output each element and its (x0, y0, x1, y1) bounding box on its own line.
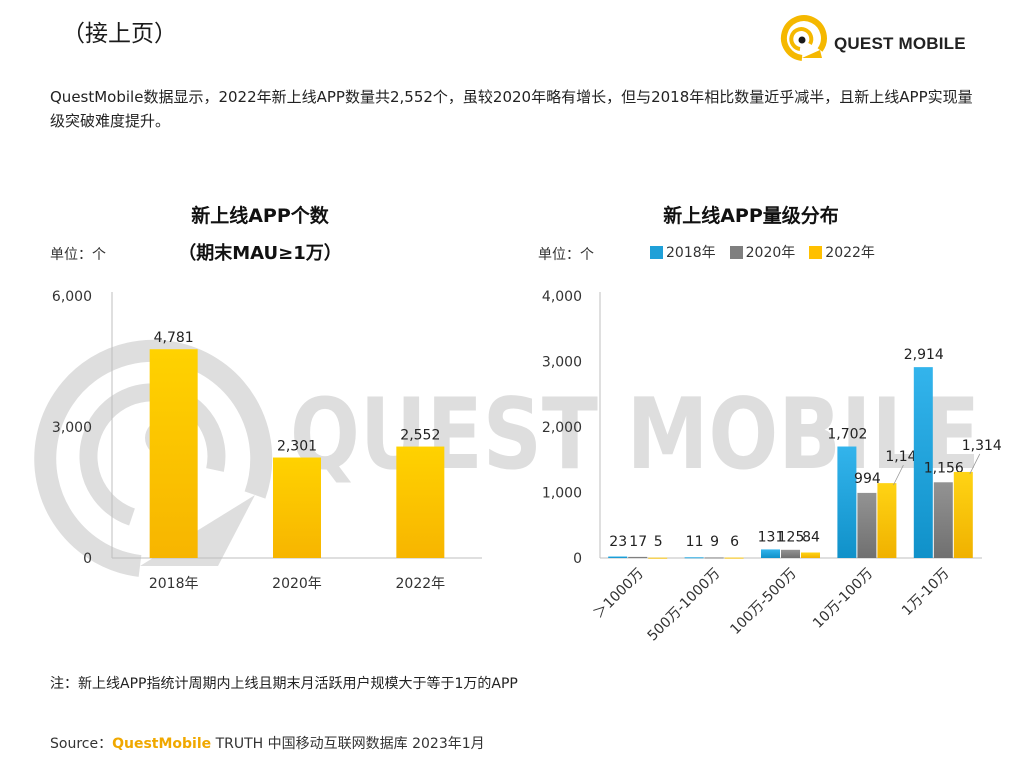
page-title: （接上页） (62, 21, 177, 47)
chart2-data-label: 17 (629, 534, 647, 550)
chart2-data-label: 6 (730, 534, 739, 550)
chart2-data-label: 5 (654, 534, 663, 550)
legend-swatch-2022 (809, 245, 823, 259)
legend-swatch-2020 (729, 245, 743, 259)
chart2-bar (857, 492, 877, 558)
chart1-title: 新上线APP个数 (191, 205, 329, 227)
chart2-bar (684, 557, 704, 559)
chart2-x-tick-label: 500万-1000万 (645, 566, 724, 645)
chart2-bar (877, 483, 897, 558)
chart2-y-tick-label: 1,000 (542, 486, 582, 502)
chart2-bar (837, 446, 857, 558)
chart2-legend: 2018年 2020年 2022年 (650, 242, 875, 262)
source-label: Source： (50, 736, 113, 752)
chart1-subtitle: （期末MAU≥1万） (178, 243, 342, 264)
chart2-bar (628, 556, 648, 558)
chart2-label-leader (893, 464, 904, 486)
chart2-bar (761, 549, 780, 558)
chart2-data-label: 11 (686, 534, 704, 550)
legend-item-2020: 2020年 (729, 242, 796, 262)
chart2-bar (933, 482, 953, 558)
chart1-bar (396, 446, 445, 558)
chart2-bar (801, 552, 820, 558)
legend-swatch-2018 (650, 245, 663, 259)
chart2-data-label: 84 (802, 529, 820, 545)
summary-text: QuestMobile数据显示，2022年新上线APP数量共2,552个，虽较2… (50, 88, 973, 130)
legend-label-2022: 2022年 (825, 245, 875, 261)
chart2-y-tick-label: 2,000 (542, 420, 582, 436)
chart2-title: 新上线APP量级分布 (663, 205, 839, 227)
brand-logo-icon (780, 15, 827, 61)
chart1-unit: 单位：个 (50, 247, 106, 263)
legend-item-2018: 2018年 (650, 242, 716, 262)
chart2-data-label: 1,314 (962, 438, 1002, 454)
chart2-data-label: 1,702 (827, 427, 867, 443)
legend-label-2018: 2018年 (666, 245, 716, 261)
chart2-x-tick-label: ＞1000万 (591, 566, 647, 622)
chart1-y-tick-label: 3,000 (52, 420, 92, 436)
chart2-bar (648, 557, 668, 559)
chart1-x-tick-label: 2018年 (149, 576, 199, 592)
chart2-bar (913, 367, 933, 558)
chart2-data-label: 125 (778, 529, 805, 545)
chart2-bar (608, 556, 628, 558)
chart1-y-tick-label: 0 (83, 551, 92, 567)
chart2-label-leader (969, 453, 981, 475)
chart1-data-label: 2,301 (277, 439, 317, 455)
chart1-data-label: 2,552 (400, 428, 440, 444)
chart1-x-tick-label: 2020年 (272, 576, 322, 592)
chart2-y-tick-label: 4,000 (542, 289, 582, 305)
chart2-data-label: 994 (854, 471, 881, 487)
source-line: Source：QuestMobile TRUTH 中国移动互联网数据库 2023… (50, 733, 485, 753)
chart2-x-tick-label: 10万-100万 (810, 566, 876, 632)
source-brand: QuestMobile (112, 736, 212, 752)
chart2-data-label: 9 (710, 534, 719, 550)
legend-item-2022: 2022年 (809, 242, 875, 262)
chart2-y-tick-label: 0 (573, 551, 582, 567)
chart2-unit: 单位：个 (538, 247, 594, 263)
footnote: 注：新上线APP指统计周期内上线且期末月活跃用户规模大于等于1万的APP (50, 676, 518, 692)
chart2-bar (724, 557, 744, 559)
chart1-data-label: 4,781 (154, 330, 194, 346)
chart2-bar (781, 549, 800, 558)
source-detail: TRUTH 中国移动互联网数据库 2023年1月 (211, 736, 485, 752)
chart2-bar (953, 471, 973, 558)
chart2-x-tick-label: 100万-500万 (727, 566, 799, 638)
chart2-y-tick-label: 3,000 (542, 355, 582, 371)
chart1-x-tick-label: 2022年 (396, 576, 446, 592)
legend-label-2020: 2020年 (745, 245, 796, 261)
chart2-x-tick-label: 1万-10万 (899, 566, 953, 620)
brand-logo: QUEST MOBILE (776, 14, 986, 64)
chart2-bar (704, 557, 724, 559)
chart2-data-label: 131 (758, 529, 785, 545)
chart1-bar (273, 457, 321, 558)
chart1-bar (149, 349, 198, 558)
chart2-data-label: 23 (609, 534, 627, 550)
chart2-data-label: 2,914 (904, 347, 944, 363)
chart1-y-tick-label: 6,000 (52, 289, 92, 305)
brand-name: QUEST MOBILE (834, 34, 966, 53)
